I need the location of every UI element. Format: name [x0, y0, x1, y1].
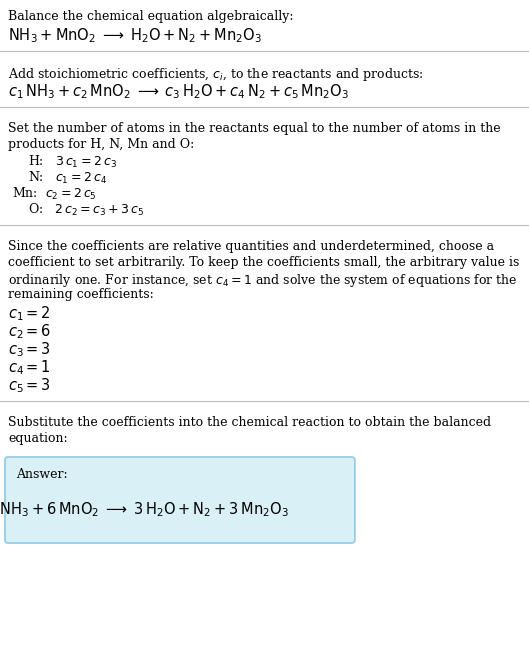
Text: $c_5 = 3$: $c_5 = 3$ [8, 376, 51, 395]
Text: Mn:  $c_2 = 2\,c_5$: Mn: $c_2 = 2\,c_5$ [12, 186, 97, 202]
Text: N:   $c_1 = 2\,c_4$: N: $c_1 = 2\,c_4$ [28, 170, 107, 186]
Text: ordinarily one. For instance, set $c_4 = 1$ and solve the system of equations fo: ordinarily one. For instance, set $c_4 =… [8, 272, 518, 289]
Text: coefficient to set arbitrarily. To keep the coefficients small, the arbitrary va: coefficient to set arbitrarily. To keep … [8, 256, 519, 269]
FancyBboxPatch shape [5, 457, 355, 543]
Text: Since the coefficients are relative quantities and underdetermined, choose a: Since the coefficients are relative quan… [8, 240, 494, 253]
Text: Answer:: Answer: [16, 468, 68, 481]
Text: $c_1 = 2$: $c_1 = 2$ [8, 304, 51, 323]
Text: $c_3 = 3$: $c_3 = 3$ [8, 340, 51, 358]
Text: $\mathrm{NH_3 + MnO_2 \;\longrightarrow\; H_2O + N_2 + Mn_2O_3}$: $\mathrm{NH_3 + MnO_2 \;\longrightarrow\… [8, 26, 262, 45]
Text: $2\,\mathrm{NH_3} + 6\,\mathrm{MnO_2} \;\longrightarrow\; 3\,\mathrm{H_2O} + \ma: $2\,\mathrm{NH_3} + 6\,\mathrm{MnO_2} \;… [0, 500, 289, 519]
Text: Set the number of atoms in the reactants equal to the number of atoms in the: Set the number of atoms in the reactants… [8, 122, 500, 135]
Text: Balance the chemical equation algebraically:: Balance the chemical equation algebraica… [8, 10, 294, 23]
Text: equation:: equation: [8, 432, 68, 445]
Text: Substitute the coefficients into the chemical reaction to obtain the balanced: Substitute the coefficients into the che… [8, 416, 491, 429]
Text: H:   $3\,c_1 = 2\,c_3$: H: $3\,c_1 = 2\,c_3$ [28, 154, 117, 170]
Text: remaining coefficients:: remaining coefficients: [8, 288, 154, 301]
Text: $c_2 = 6$: $c_2 = 6$ [8, 322, 51, 341]
Text: $c_4 = 1$: $c_4 = 1$ [8, 358, 51, 377]
Text: Add stoichiometric coefficients, $c_i$, to the reactants and products:: Add stoichiometric coefficients, $c_i$, … [8, 66, 424, 83]
Text: $c_1\,\mathrm{NH_3} + c_2\,\mathrm{MnO_2} \;\longrightarrow\; c_3\,\mathrm{H_2O}: $c_1\,\mathrm{NH_3} + c_2\,\mathrm{MnO_2… [8, 82, 349, 101]
Text: products for H, N, Mn and O:: products for H, N, Mn and O: [8, 138, 194, 151]
Text: O:   $2\,c_2 = c_3 + 3\,c_5$: O: $2\,c_2 = c_3 + 3\,c_5$ [28, 202, 144, 218]
